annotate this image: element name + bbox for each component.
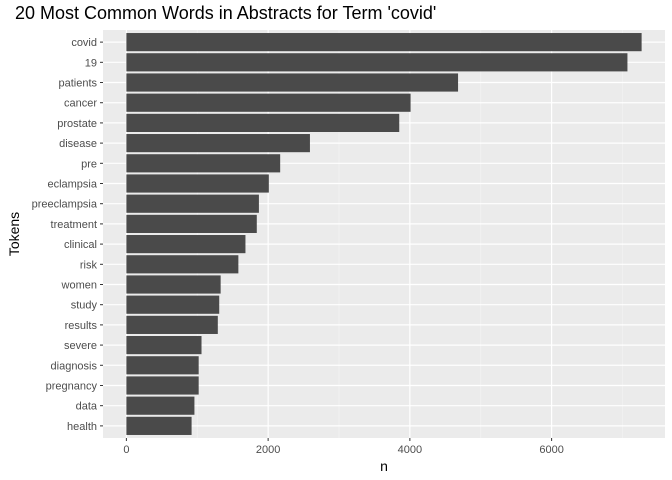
bars [126, 33, 642, 435]
bar-health [126, 416, 192, 435]
chart-title: 20 Most Common Words in Abstracts for Te… [15, 3, 437, 23]
bar-cancer [126, 93, 411, 112]
x-tick-labels: 0 2000 4000 6000 [123, 438, 564, 456]
bar-severe [126, 336, 202, 355]
x-tick-label: 6000 [539, 444, 563, 456]
bar-pre [126, 154, 281, 173]
y-tick-label: cancer [64, 98, 97, 110]
y-tick-label: results [65, 320, 98, 332]
y-tick-label: pregnancy [46, 380, 98, 392]
bar-women [126, 275, 221, 294]
x-tick-label: 0 [123, 444, 129, 456]
y-tick-label: preeclampsia [32, 199, 98, 211]
y-tick-label: pre [81, 158, 97, 170]
x-tick-label: 2000 [256, 444, 280, 456]
y-tick-label: risk [80, 259, 98, 271]
y-tick-label: patients [58, 78, 97, 90]
y-tick-label: treatment [51, 219, 97, 231]
bar-covid [126, 33, 642, 52]
bar-eclampsia [126, 174, 269, 193]
bar-preeclampsia [126, 194, 259, 213]
bar-results [126, 315, 218, 334]
x-axis-title: n [380, 458, 388, 474]
bar-pregnancy [126, 376, 199, 395]
y-tick-label: disease [59, 138, 97, 150]
bar-data [126, 396, 195, 415]
y-axis-title: Tokens [6, 212, 22, 256]
bar-treatment [126, 214, 257, 233]
y-tick-label: covid [71, 37, 97, 49]
y-tick-label: women [61, 279, 97, 291]
bar-study [126, 295, 220, 314]
y-tick-label: 19 [85, 57, 97, 69]
bar-prostate [126, 113, 400, 132]
bar-clinical [126, 235, 246, 254]
bar-risk [126, 255, 239, 274]
y-tick-label: data [76, 401, 98, 413]
y-tick-label: severe [64, 340, 97, 352]
y-tick-label: health [67, 421, 97, 433]
bar-diagnosis [126, 356, 199, 375]
bar-disease [126, 134, 310, 153]
y-tick-label: eclampsia [47, 179, 97, 191]
bar-patients [126, 73, 459, 92]
y-tick-label: study [71, 300, 98, 312]
y-tick-labels: covid19patientscancerprostatediseasepree… [32, 37, 103, 433]
x-tick-label: 4000 [398, 444, 422, 456]
y-tick-label: diagnosis [51, 360, 98, 372]
y-tick-label: prostate [57, 118, 97, 130]
bar-19 [126, 53, 628, 72]
y-tick-label: clinical [64, 239, 97, 251]
